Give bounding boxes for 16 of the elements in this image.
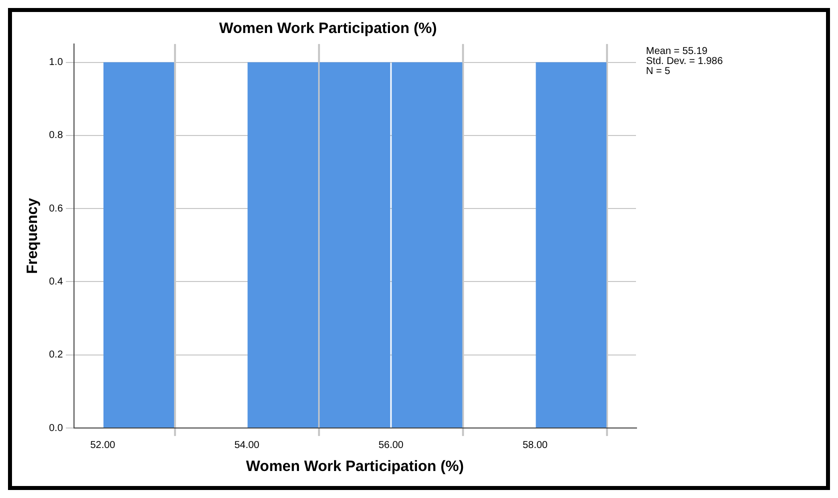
- chart-title: Women Work Participation (%): [219, 20, 437, 38]
- x-tick-label: 58.00: [522, 440, 548, 451]
- y-tick-label: 0.8: [48, 130, 64, 142]
- text: Mean = 55.19: [646, 46, 708, 57]
- y-tick-label: 0.6: [48, 203, 64, 214]
- x-tick-label: 54.00: [234, 440, 260, 451]
- y-tick-label: 0.0: [48, 422, 64, 434]
- y-tick-label: 0.2: [48, 350, 64, 361]
- x-tick-label: 56.00: [378, 440, 404, 451]
- text: Std. Dev. = 1.986: [646, 56, 724, 67]
- text: N = 5: [646, 66, 671, 77]
- y-axis-title: Frequency: [24, 197, 42, 274]
- y-tick-label: 1.0: [48, 57, 64, 68]
- y-tick-label: 0.4: [48, 276, 64, 288]
- x-tick-label: 52.00: [90, 440, 116, 451]
- x-axis-title: Women Work Participation (%): [246, 458, 464, 476]
